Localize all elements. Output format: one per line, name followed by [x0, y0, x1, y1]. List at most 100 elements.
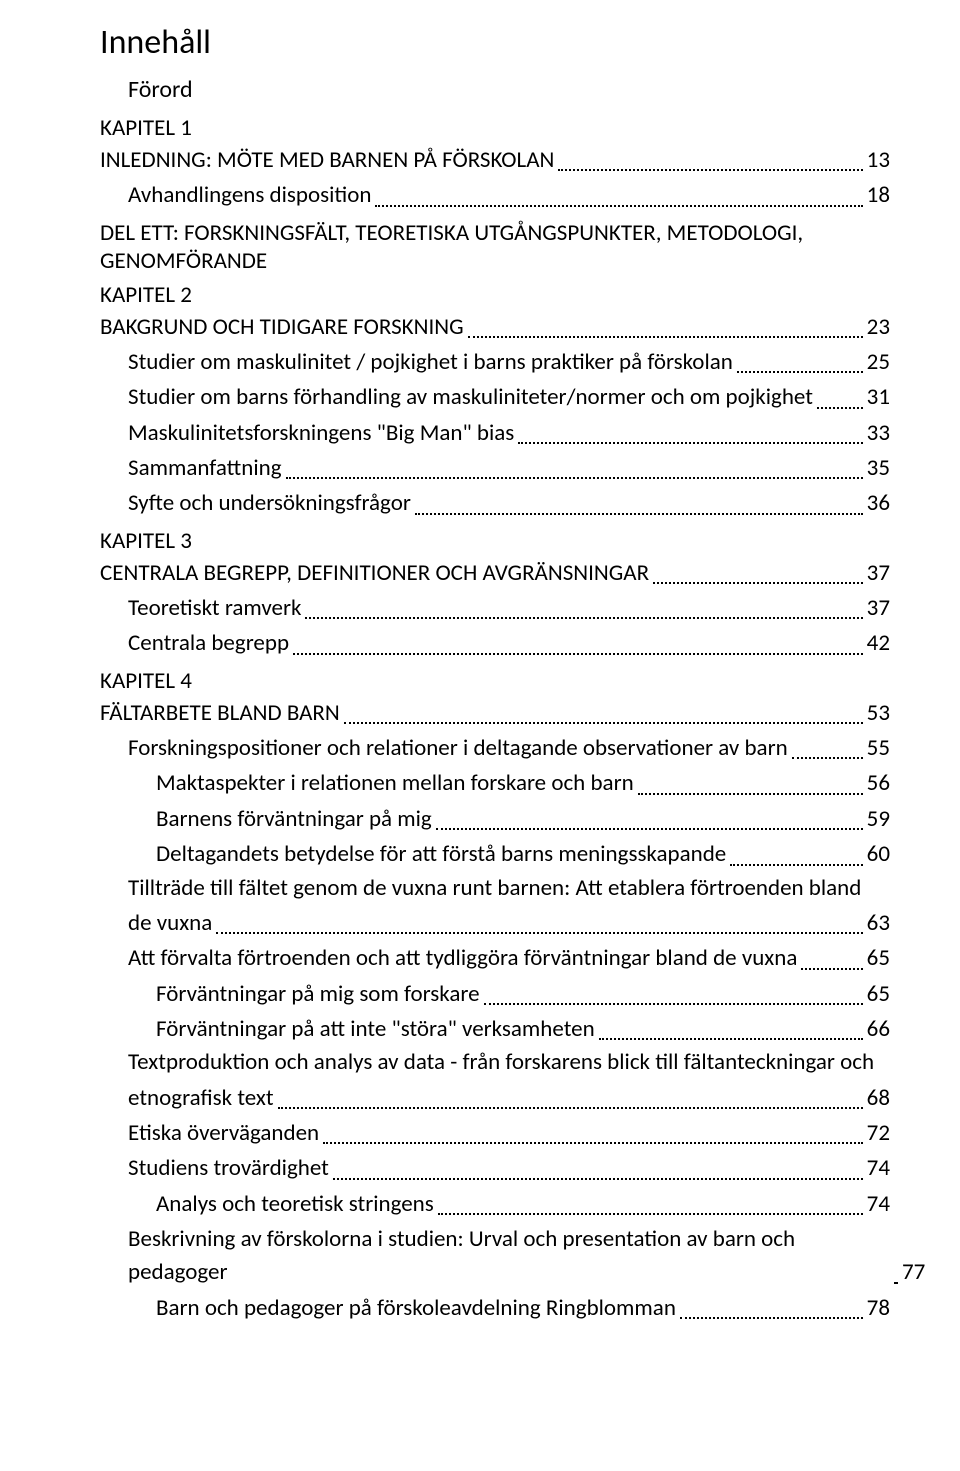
toc-entry-text: INLEDNING: MÖTE MED BARNEN PÅ FÖRSKOLAN: [100, 144, 554, 177]
toc-entry: Studier om barns förhandling av maskulin…: [128, 381, 890, 414]
toc-entry: Studiens trovärdighet74: [128, 1152, 890, 1185]
toc-entry: Deltagandets betydelse för att förstå ba…: [156, 838, 890, 871]
toc-forord: Förord: [128, 75, 890, 104]
toc-leader-dots: [415, 513, 863, 515]
toc-page-number: 74: [867, 1152, 890, 1185]
toc-page-number: 72: [867, 1117, 890, 1150]
toc-entry: CENTRALA BEGREPP, DEFINITIONER OCH AVGRÄ…: [100, 557, 890, 590]
toc-entry-text: Avhandlingens disposition: [128, 179, 371, 212]
toc-leader-dots: [817, 407, 863, 409]
toc-leader-dots: [737, 371, 863, 373]
toc-leader-dots: [894, 1282, 898, 1284]
toc-page-number: 13: [867, 144, 890, 177]
toc-entry-text-line2: etnografisk text: [128, 1082, 274, 1115]
toc-entry: Att förvalta förtroenden och att tydligg…: [128, 942, 890, 975]
toc-entry-text: Teoretiskt ramverk: [128, 592, 301, 625]
toc-leader-dots: [293, 653, 863, 655]
toc-page-number: 77: [902, 1256, 925, 1289]
toc-entry: Forskningspositioner och relationer i de…: [128, 732, 890, 765]
toc-entry-text: Barn och pedagoger på förskoleavdelning …: [156, 1292, 676, 1325]
toc-leader-dots: [518, 442, 862, 444]
toc-entry-text-line2: de vuxna: [128, 907, 212, 940]
toc-entry: Studier om maskulinitet / pojkighet i ba…: [128, 346, 890, 379]
toc-leader-dots: [305, 617, 862, 619]
toc-entry-text: Beskrivning av förskolorna i studien: Ur…: [128, 1223, 890, 1290]
toc-page-number: 35: [867, 452, 890, 485]
toc-page-number: 68: [867, 1082, 890, 1115]
toc-entry-text: Syfte och undersökningsfrågor: [128, 487, 411, 520]
toc-entry-text: Maskulinitetsforskningens "Big Man" bias: [128, 417, 514, 450]
toc-page-number: 55: [867, 732, 890, 765]
toc-entry-text-line1: Tillträde till fältet genom de vuxna run…: [128, 872, 890, 905]
toc-page-number: 53: [867, 697, 890, 730]
toc-entry: Avhandlingens disposition 18: [128, 179, 890, 212]
toc-entry: Förväntningar på mig som forskare 65: [156, 978, 890, 1011]
toc-entry-text: Maktaspekter i relationen mellan forskar…: [156, 767, 634, 800]
toc-leader-dots: [638, 793, 863, 795]
toc-page-number: 65: [867, 942, 890, 975]
toc-page-number: 37: [867, 592, 890, 625]
toc-label: DEL ETT: FORSKNINGSFÄLT, TEORETISKA UTGÅ…: [100, 219, 890, 275]
toc-entry: Analys och teoretisk stringens74: [156, 1188, 890, 1221]
toc-entry: Sammanfattning 35: [128, 452, 890, 485]
toc-entry-text: Analys och teoretisk stringens: [156, 1188, 434, 1221]
toc-entry: INLEDNING: MÖTE MED BARNEN PÅ FÖRSKOLAN 1…: [100, 144, 890, 177]
toc-page-number: 33: [867, 417, 890, 450]
toc-page-number: 42: [867, 627, 890, 660]
toc-page-number: 66: [867, 1013, 890, 1046]
toc-entry-text: Deltagandets betydelse för att förstå ba…: [156, 838, 726, 871]
toc-leader-dots: [558, 169, 862, 171]
toc-leader-dots: [792, 757, 863, 759]
toc-leader-dots: [333, 1178, 863, 1180]
toc-entry: Beskrivning av förskolorna i studien: Ur…: [128, 1223, 890, 1290]
toc-page-number: 18: [867, 179, 890, 212]
toc-leader-dots: [484, 1003, 863, 1005]
toc-page-number: 63: [867, 907, 890, 940]
toc-leader-dots: [730, 864, 862, 866]
toc-entry-text-line1: Textproduktion och analys av data - från…: [128, 1046, 890, 1079]
toc-entry: BAKGRUND OCH TIDIGARE FORSKNING23: [100, 311, 890, 344]
toc-entry: FÄLTARBETE BLAND BARN 53: [100, 697, 890, 730]
toc-entry: Teoretiskt ramverk 37: [128, 592, 890, 625]
toc-leader-dots: [286, 477, 863, 479]
toc-leader-dots: [801, 968, 862, 970]
toc-page-number: 31: [867, 381, 890, 414]
toc-label: KAPITEL 1: [100, 114, 890, 142]
toc-entry-text: Barnens förväntningar på mig: [156, 803, 432, 836]
toc-entry: Maktaspekter i relationen mellan forskar…: [156, 767, 890, 800]
toc-page-number: 65: [867, 978, 890, 1011]
toc-leader-dots: [680, 1317, 863, 1319]
toc-entry: Barn och pedagoger på förskoleavdelning …: [156, 1292, 890, 1325]
toc-label: KAPITEL 3: [100, 527, 890, 555]
toc-page-number: 78: [867, 1292, 890, 1325]
toc-entry-text: Etiska överväganden: [128, 1117, 319, 1150]
toc-leader-dots: [599, 1038, 863, 1040]
toc-entry-text: Förväntningar på mig som forskare: [156, 978, 480, 1011]
toc-entry: Barnens förväntningar på mig59: [156, 803, 890, 836]
toc-entry: Förväntningar på att inte "störa" verksa…: [156, 1013, 890, 1046]
toc-entry-text: BAKGRUND OCH TIDIGARE FORSKNING: [100, 311, 464, 344]
toc-leader-dots: [323, 1142, 863, 1144]
toc-entry-text: Sammanfattning: [128, 452, 282, 485]
toc-page-number: 60: [867, 838, 890, 871]
toc-entry-text: Forskningspositioner och relationer i de…: [128, 732, 788, 765]
toc-leader-dots: [436, 828, 863, 830]
toc-leader-dots: [344, 722, 863, 724]
toc-leader-dots: [278, 1107, 863, 1109]
toc-entry: Syfte och undersökningsfrågor 36: [128, 487, 890, 520]
toc-title: Innehåll: [100, 22, 890, 63]
toc-entry-text: FÄLTARBETE BLAND BARN: [100, 697, 340, 730]
toc-leader-dots: [438, 1213, 863, 1215]
toc-page-number: 56: [867, 767, 890, 800]
toc-entry: Centrala begrepp 42: [128, 627, 890, 660]
toc-page-number: 36: [867, 487, 890, 520]
toc-entry-text: Studier om maskulinitet / pojkighet i ba…: [128, 346, 733, 379]
toc-page-number: 25: [867, 346, 890, 379]
toc-leader-dots: [375, 205, 862, 207]
toc-entry-text: Studier om barns förhandling av maskulin…: [128, 381, 813, 414]
toc-leader-dots: [468, 336, 863, 338]
toc-entry: Maskulinitetsforskningens "Big Man" bias…: [128, 417, 890, 450]
toc-entry-text: Centrala begrepp: [128, 627, 289, 660]
toc-leader-dots: [216, 932, 862, 934]
toc-body: KAPITEL 1INLEDNING: MÖTE MED BARNEN PÅ F…: [100, 114, 890, 1325]
